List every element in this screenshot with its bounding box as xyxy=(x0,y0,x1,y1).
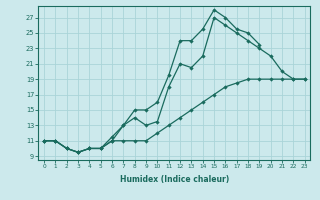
X-axis label: Humidex (Indice chaleur): Humidex (Indice chaleur) xyxy=(120,175,229,184)
